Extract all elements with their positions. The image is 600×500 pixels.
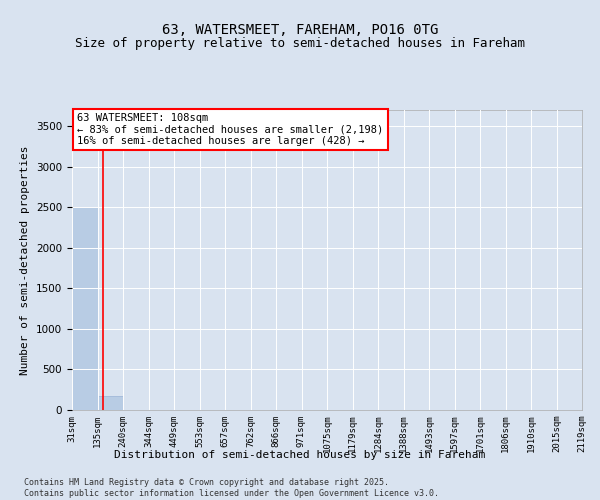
Text: Size of property relative to semi-detached houses in Fareham: Size of property relative to semi-detach…	[75, 38, 525, 51]
Bar	[97, 396, 123, 410]
Text: 63 WATERSMEET: 108sqm
← 83% of semi-detached houses are smaller (2,198)
16% of s: 63 WATERSMEET: 108sqm ← 83% of semi-deta…	[77, 113, 383, 146]
Bar	[72, 208, 97, 410]
Text: Contains HM Land Registry data © Crown copyright and database right 2025.
Contai: Contains HM Land Registry data © Crown c…	[24, 478, 439, 498]
Text: Distribution of semi-detached houses by size in Fareham: Distribution of semi-detached houses by …	[115, 450, 485, 460]
Y-axis label: Number of semi-detached properties: Number of semi-detached properties	[20, 145, 31, 375]
Text: 63, WATERSMEET, FAREHAM, PO16 0TG: 63, WATERSMEET, FAREHAM, PO16 0TG	[162, 22, 438, 36]
